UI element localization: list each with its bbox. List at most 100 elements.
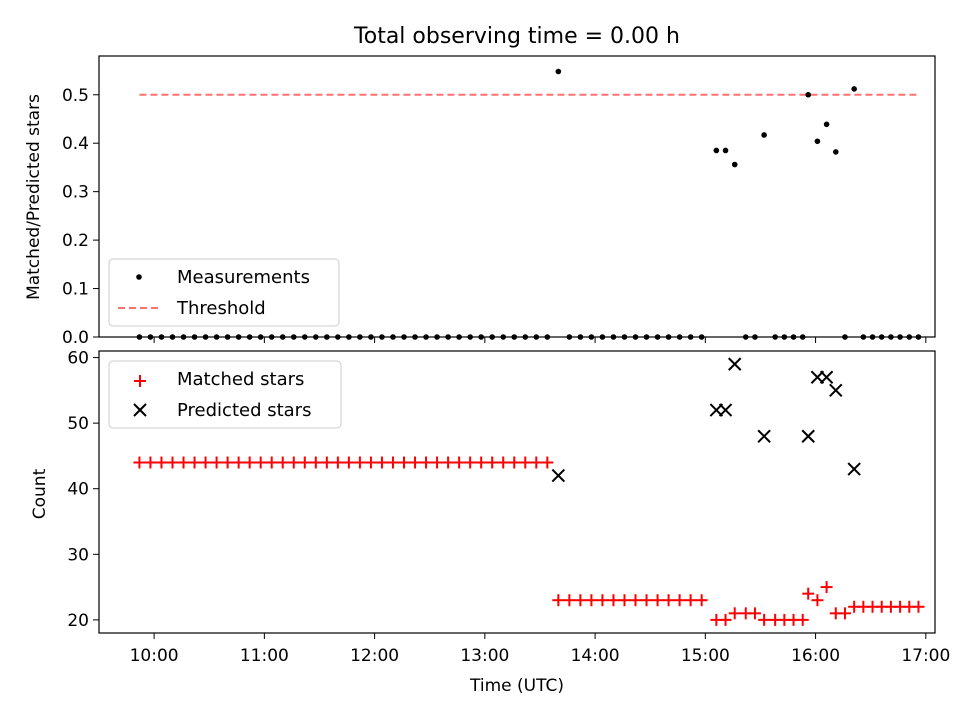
matched-star-point (442, 456, 455, 469)
bottom-y-axis-label: Count (30, 468, 50, 519)
matched-star-point (651, 594, 664, 607)
top-axes-frame (98, 55, 936, 338)
predicted-star-point (829, 383, 843, 398)
top-legend: Measurements Threshold (108, 258, 340, 327)
matched-star-point (453, 456, 466, 469)
matched-star-point (375, 456, 388, 469)
measurement-point (555, 68, 562, 75)
matched-star-point (475, 456, 488, 469)
matched-star-point (563, 594, 576, 607)
top-legend-box (108, 258, 340, 327)
matched-star-point (265, 456, 278, 469)
bottom-axes-frame (98, 350, 936, 634)
matched-star-point (298, 456, 311, 469)
measurement-point (851, 86, 857, 92)
top-x-ticks (153, 337, 927, 343)
predicted-star-point (819, 370, 834, 384)
matched-star-point (585, 594, 598, 607)
matched-star-point (530, 456, 543, 469)
measurement-point (814, 138, 821, 145)
matched-star-point (607, 594, 620, 607)
x-tick-label: 10:00 (130, 646, 179, 666)
y-tick-label: 0.1 (62, 280, 89, 300)
matched-star-point (276, 456, 289, 469)
matched-star-point (811, 594, 824, 607)
matched-star-point (552, 594, 565, 607)
matched-star-point (353, 456, 366, 469)
y-tick-label: 0.5 (62, 86, 89, 106)
matched-star-point (728, 607, 741, 620)
matched-star-point (232, 456, 245, 469)
y-tick-label: 0.0 (62, 328, 89, 348)
bottom-panel: 20 30 40 50 60 10:00 11:00 12:00 13:00 14:00 15:0… (30, 349, 950, 696)
matched-star-point (719, 613, 732, 626)
matched-star-point (133, 456, 146, 469)
legend-predicted-label: Predicted stars (177, 400, 311, 421)
legend-matched-marker (134, 375, 146, 387)
predicted-star-point (728, 357, 742, 371)
predicted-star-point (551, 468, 566, 483)
matched-star-point (386, 456, 399, 469)
y-tick-label: 0.2 (62, 231, 89, 251)
matched-star-point (188, 456, 201, 469)
measurement-point (805, 91, 812, 98)
chart-title: Total observing time = 0.00 h (353, 24, 680, 49)
matched-star-point (464, 456, 477, 469)
y-tick-label: 30 (67, 545, 89, 565)
x-axis-label: Time (UTC) (469, 676, 564, 696)
predicted-star-point (718, 403, 733, 417)
measurement-point (731, 161, 738, 168)
x-tick-label: 14:00 (571, 646, 620, 666)
measurement-point (761, 132, 767, 138)
measurement-point (713, 147, 720, 154)
x-tick-label: 11:00 (240, 646, 289, 666)
matched-star-point (838, 607, 851, 620)
matched-star-point (243, 456, 256, 469)
matched-star-point (662, 594, 675, 607)
legend-measurements-marker (136, 274, 142, 280)
matched-star-point (364, 456, 377, 469)
matched-star-point (673, 594, 686, 607)
matched-star-point (629, 594, 642, 607)
matched-star-point (802, 587, 815, 600)
legend-predicted-marker (133, 403, 147, 417)
matched-star-point (287, 456, 300, 469)
y-tick-label: 60 (67, 349, 89, 369)
measurement-point (823, 121, 830, 128)
matched-star-point (508, 456, 521, 469)
matched-star-point (177, 456, 190, 469)
matched-star-point (254, 456, 267, 469)
matched-star-point (166, 456, 179, 469)
matched-star-point (748, 607, 761, 620)
matched-star-point (758, 613, 771, 626)
x-tick-label: 16:00 (791, 646, 840, 666)
matched-star-point (912, 600, 925, 613)
x-tick-label: 15:00 (681, 646, 730, 666)
matched-star-point (596, 594, 609, 607)
matched-star-point (199, 456, 212, 469)
y-tick-label: 20 (67, 611, 89, 631)
y-tick-label: 50 (67, 414, 89, 434)
matched-star-point (640, 594, 653, 607)
bottom-legend-box (108, 360, 342, 429)
matched-star-point (618, 594, 631, 607)
bottom-x-ticks: 10:00 11:00 12:00 13:00 14:00 15:00 16:00 17:00 (130, 633, 950, 666)
legend-threshold-label: Threshold (176, 298, 266, 319)
legend-measurements-label: Measurements (177, 267, 310, 288)
predicted-star-point (757, 429, 771, 443)
matched-star-point (486, 456, 499, 469)
matched-star-point (342, 456, 355, 469)
matched-star-point (695, 594, 708, 607)
top-panel: 0.0 0.1 0.2 0.3 0.4 0.5 Matched/Predicted sta… (24, 55, 936, 348)
top-y-ticks: 0.0 0.1 0.2 0.3 0.4 0.5 (62, 86, 99, 348)
predicted-star-point (801, 429, 815, 443)
predicted-star-point (847, 462, 861, 476)
matched-star-point (398, 456, 411, 469)
y-tick-label: 0.4 (62, 134, 89, 154)
bottom-legend: Matched stars Predicted stars (108, 360, 342, 429)
x-tick-label: 13:00 (460, 646, 509, 666)
matched-star-point (541, 456, 554, 469)
matched-star-point (420, 456, 433, 469)
matched-star-point (574, 594, 587, 607)
